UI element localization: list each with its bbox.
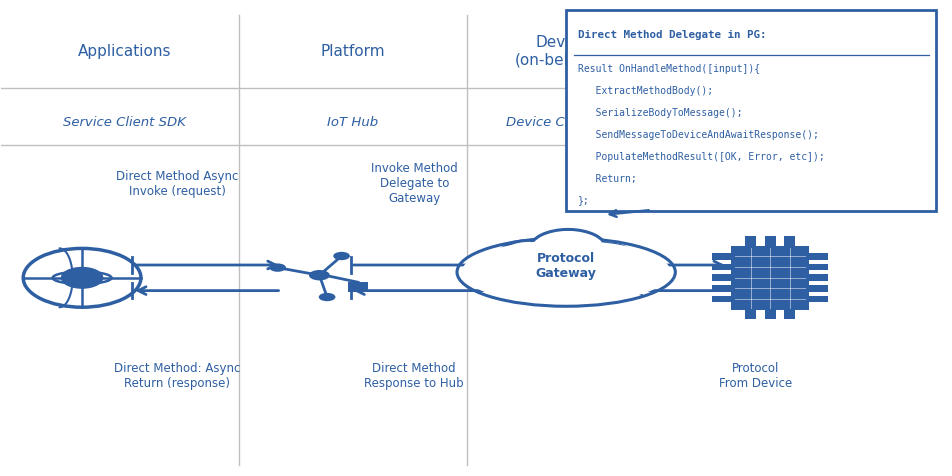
- Bar: [712, 254, 731, 260]
- Text: SerializeBodyToMessage();: SerializeBodyToMessage();: [578, 108, 742, 118]
- Text: Direct Method
Response to Hub: Direct Method Response to Hub: [365, 361, 465, 389]
- Bar: [809, 296, 828, 303]
- Circle shape: [502, 243, 559, 271]
- Text: Result OnHandleMethod([input]){: Result OnHandleMethod([input]){: [578, 64, 760, 74]
- Text: ExtractMethodBody();: ExtractMethodBody();: [578, 86, 713, 96]
- Bar: [348, 283, 367, 293]
- Bar: [809, 254, 828, 260]
- Circle shape: [309, 270, 329, 281]
- Bar: [764, 237, 776, 246]
- Circle shape: [530, 230, 606, 268]
- Text: Protocol
To Device: Protocol To Device: [727, 169, 784, 198]
- Bar: [784, 237, 796, 246]
- Circle shape: [319, 293, 335, 302]
- Bar: [809, 264, 828, 271]
- Bar: [745, 237, 757, 246]
- Text: Direct Method Async
Invoke (request): Direct Method Async Invoke (request): [116, 169, 238, 198]
- Text: };: };: [578, 195, 589, 205]
- Circle shape: [62, 268, 103, 288]
- Bar: [712, 286, 731, 292]
- Text: Direct Method Delegate in PG:: Direct Method Delegate in PG:: [578, 30, 766, 40]
- Text: Applications: Applications: [78, 44, 171, 59]
- Text: Return;: Return;: [578, 173, 636, 183]
- Text: PopulateMethodResult([OK, Error, etc]);: PopulateMethodResult([OK, Error, etc]);: [578, 151, 824, 161]
- Ellipse shape: [457, 238, 675, 307]
- Ellipse shape: [462, 241, 670, 304]
- Bar: [712, 275, 731, 281]
- Circle shape: [582, 246, 631, 271]
- FancyBboxPatch shape: [566, 11, 937, 212]
- Bar: [764, 310, 776, 319]
- Text: Service Client SDK: Service Client SDK: [63, 116, 187, 129]
- Text: Protocol
Gateway: Protocol Gateway: [536, 251, 597, 279]
- Text: IoT Hub: IoT Hub: [327, 116, 378, 129]
- Circle shape: [269, 264, 286, 272]
- Circle shape: [498, 241, 563, 273]
- Bar: [745, 310, 757, 319]
- Text: Platform: Platform: [320, 44, 385, 59]
- Bar: [731, 246, 809, 310]
- Text: Device Client SDK: Device Client SDK: [506, 116, 625, 129]
- Circle shape: [534, 232, 603, 266]
- Text: Protocol
From Device: Protocol From Device: [720, 361, 793, 389]
- Circle shape: [578, 244, 635, 273]
- Bar: [784, 310, 796, 319]
- Bar: [712, 264, 731, 271]
- Text: Invoke Method
Delegate to
Gateway: Invoke Method Delegate to Gateway: [371, 162, 458, 205]
- Text: SendMessageToDeviceAndAwaitResponse();: SendMessageToDeviceAndAwaitResponse();: [578, 129, 819, 139]
- Bar: [809, 286, 828, 292]
- Bar: [712, 296, 731, 303]
- Text: Direct Method: Async
Return (response): Direct Method: Async Return (response): [114, 361, 240, 389]
- Circle shape: [333, 252, 350, 261]
- Bar: [809, 275, 828, 281]
- Text: Devices
(on-behalf-of): Devices (on-behalf-of): [514, 35, 618, 67]
